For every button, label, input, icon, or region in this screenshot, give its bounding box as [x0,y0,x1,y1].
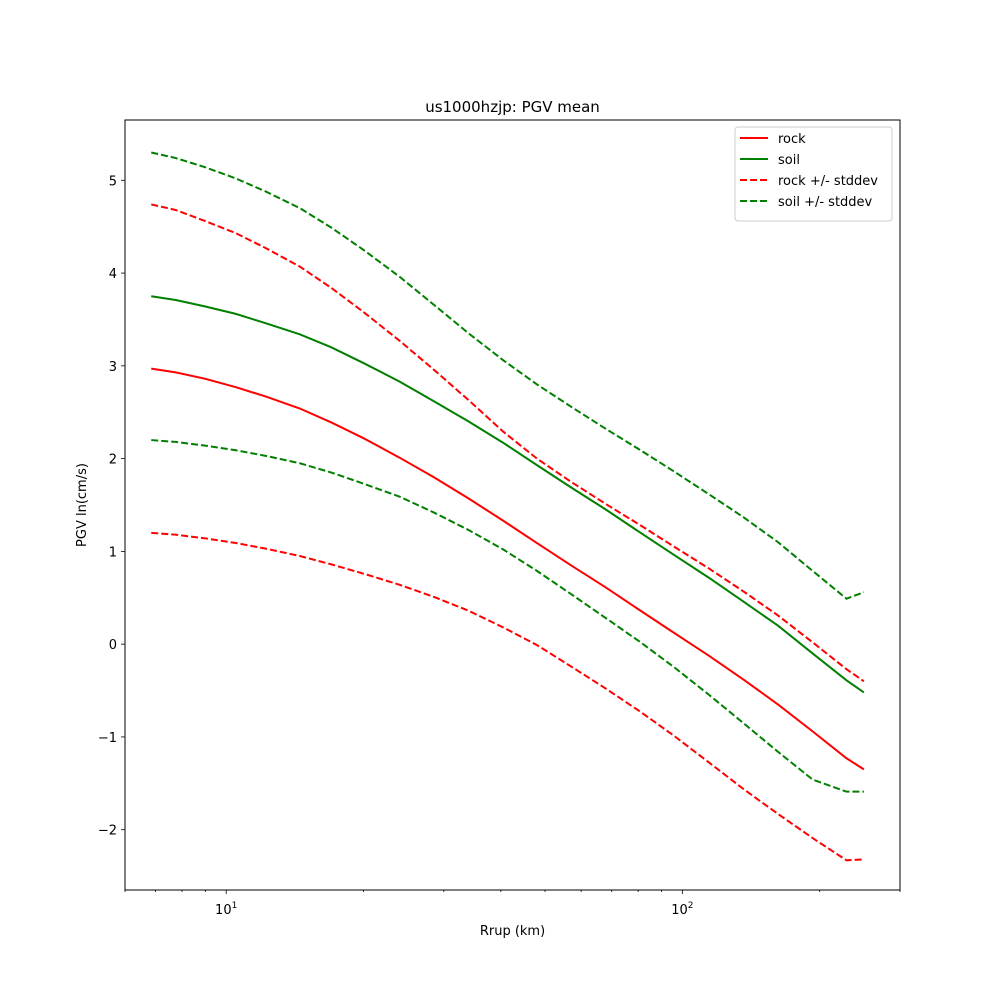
x-tick-label: 101 [215,901,237,918]
axes-frame [124,119,901,891]
y-tick-label: 1 [109,545,117,560]
y-tick-label: 2 [109,453,117,468]
legend-label: soil [778,153,800,168]
y-tick-label: 4 [109,267,117,282]
x-tick-label: 102 [671,901,693,918]
y-tick-label: 3 [109,360,117,375]
series-line-4-stddev-lower [151,531,864,862]
series-line-5-soil-stddev [151,151,865,600]
legend-label: soil +/- stddev [778,195,873,210]
series-line-2-soil [151,295,865,694]
plot-lines [151,151,865,862]
legend-label: rock +/- stddev [778,174,878,189]
x-axis-ticks: 101 102 [124,890,901,918]
series-line-6-stddev-lower [151,439,864,793]
y-tick-label: 0 [109,638,117,653]
y-axis-ticks: −2 −1 0 1 2 3 4 5 [98,174,125,839]
y-tick-label: −1 [98,731,117,746]
legend-label: rock [778,132,806,147]
y-tick-label: −2 [98,824,117,839]
y-axis-label: PGV ln(cm/s) [75,463,90,547]
series-line-1-rock [151,367,865,771]
y-tick-label: 5 [109,174,117,189]
legend-box [734,126,893,222]
chart-title: us1000hzjp: PGV mean [425,98,600,116]
legend: rock soil rock +/- stddev soil +/- stddev [734,126,893,222]
series-line-3-rock-stddev [151,203,865,683]
x-axis-label: Rrup (km) [480,924,545,939]
